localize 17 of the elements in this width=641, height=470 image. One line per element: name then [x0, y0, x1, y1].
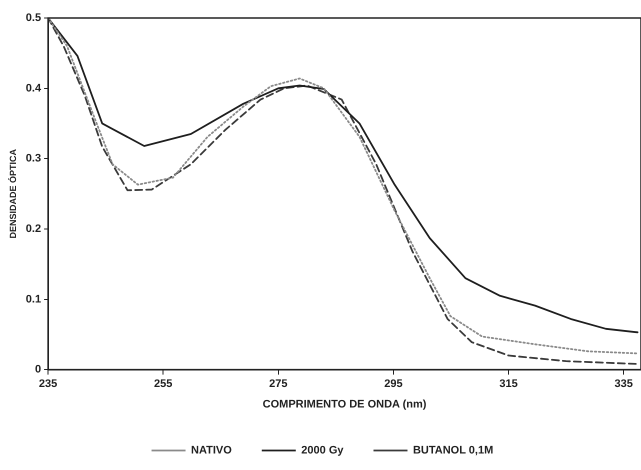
- legend-label: NATIVO: [191, 444, 232, 457]
- x-axis-title: COMPRIMENTO DE ONDA (nm): [262, 398, 427, 410]
- x-tick-label: 315: [499, 378, 518, 390]
- legend-label: 2000 Gy: [301, 444, 344, 457]
- y-tick-label: 0: [34, 364, 42, 376]
- x-tick-label: 335: [614, 378, 633, 390]
- x-tick-label: 235: [38, 378, 58, 390]
- y-tick-label: 0.1: [26, 293, 42, 306]
- y-tick-label: 0.4: [26, 82, 42, 94]
- legend-label: BUTANOL 0,1M: [412, 444, 494, 457]
- y-tick-label: 0.3: [26, 152, 42, 165]
- y-tick-label: 0.2: [26, 222, 42, 235]
- x-tick-label: 275: [269, 378, 288, 390]
- x-tick-label: 295: [384, 378, 403, 390]
- y-tick-label: 0.5: [26, 12, 42, 24]
- y-axis-title: DENSIDADE ÓPTICA: [8, 148, 18, 239]
- x-tick-label: 255: [154, 378, 172, 390]
